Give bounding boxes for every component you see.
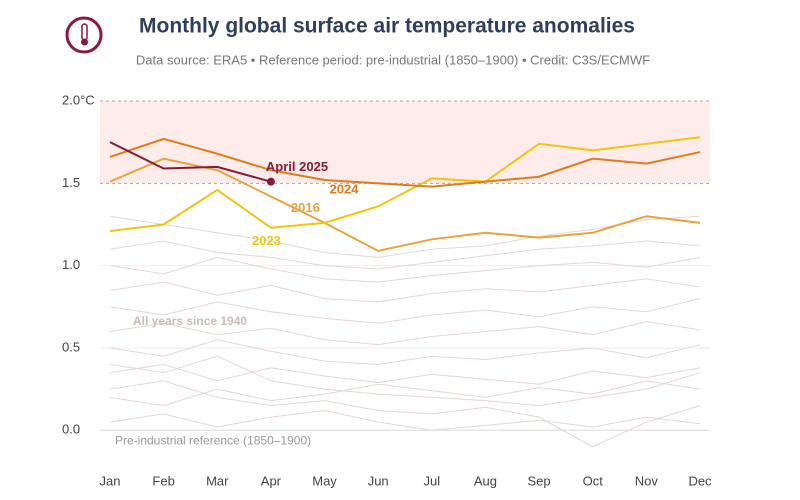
x-tick-label: Jul [424,473,441,488]
chart-title: Monthly global surface air temperature a… [139,15,635,38]
series-line [109,141,272,183]
series-label: April 2025 [266,159,328,174]
x-tick-label: Aug [474,473,497,488]
logo [65,16,103,54]
x-tick-label: Jan [100,473,121,488]
threshold-band [100,101,710,184]
y-tick-label: 2.0°C [62,92,95,107]
y-tick-label: 0.5 [62,339,80,354]
background-line [109,240,701,270]
background-line [109,410,701,431]
background-line [109,380,701,407]
series-label: 2016 [291,200,320,215]
background-line [109,321,701,346]
x-tick-label: Apr [261,473,282,488]
end-point [266,177,275,186]
x-tick-label: May [312,473,337,488]
x-tick-label: Jun [368,473,389,488]
x-tick-label: Feb [152,473,174,488]
y-tick-label: 1.0 [62,257,80,272]
background-line [109,339,701,365]
background-line [109,380,701,448]
chart-subtitle: Data source: ERA5 • Reference period: pr… [136,52,650,67]
x-tick-label: Nov [635,473,659,488]
series-line [109,136,701,233]
background-line [109,363,701,385]
series-label: 2023 [252,233,281,248]
background-line [109,215,701,258]
x-tick-label: Sep [528,473,551,488]
background-line [109,298,701,324]
y-tick-label: 0.0 [62,422,80,437]
background-line [109,256,701,283]
y-tick-label: 1.5 [62,175,80,190]
x-tick-label: Mar [206,473,229,488]
series-line [109,157,701,252]
series-label: 2024 [330,181,360,196]
x-tick-label: Dec [688,473,712,488]
background-line [109,278,701,303]
background-line [109,355,701,407]
reference-label: Pre-industrial reference (1850–1900) [115,433,311,447]
background-label: All years since 1940 [133,314,247,328]
x-tick-label: Oct [583,473,604,488]
series-line [109,137,701,188]
